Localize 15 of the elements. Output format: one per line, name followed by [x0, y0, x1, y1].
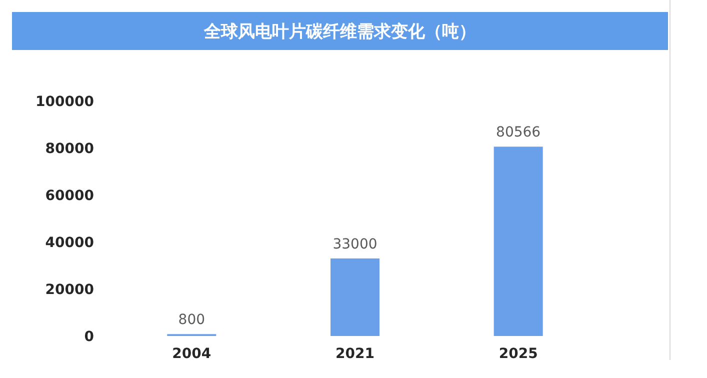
data-label: 800	[178, 312, 206, 328]
bar	[330, 258, 380, 336]
data-label: 80566	[496, 124, 541, 141]
x-tick-label: 2021	[336, 346, 374, 362]
data-label: 33000	[332, 236, 378, 252]
y-tick-label: 40000	[45, 234, 94, 251]
bar	[494, 146, 543, 336]
y-tick-label: 0	[84, 328, 94, 345]
x-tick-label: 2025	[498, 346, 538, 362]
y-tick-label: 20000	[45, 282, 94, 298]
y-tick-label: 80000	[45, 140, 94, 157]
x-tick-label: 2004	[172, 346, 212, 362]
y-tick-label: 100000	[36, 94, 94, 110]
chart-title: 全球风电叶片碳纤维需求变化（吨）	[203, 22, 476, 42]
y-tick-label: 60000	[45, 188, 94, 204]
